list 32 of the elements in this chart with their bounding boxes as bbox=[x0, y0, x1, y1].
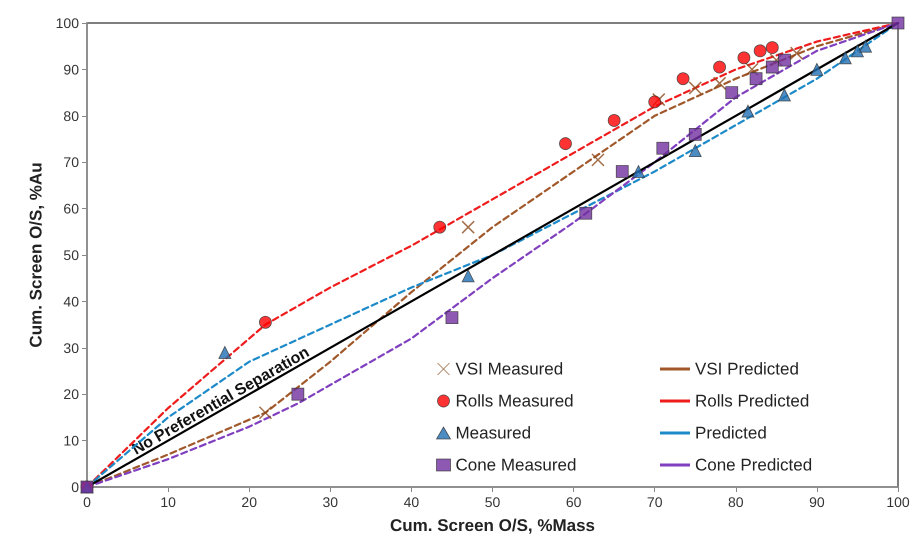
x-axis-title: Cum. Screen O/S, %Mass bbox=[390, 516, 596, 535]
x-tick-label: 30 bbox=[322, 494, 338, 510]
x-tick-label: 100 bbox=[886, 494, 910, 510]
legend-label: VSI Predicted bbox=[695, 360, 799, 378]
legend-label: Cone Predicted bbox=[695, 456, 812, 474]
y-tick-label: 80 bbox=[63, 108, 80, 124]
y-tick-label: 60 bbox=[63, 200, 80, 217]
legend-label: Cone Measured bbox=[456, 456, 576, 474]
x-tick-label: 90 bbox=[809, 494, 825, 510]
legend-label: Rolls Predicted bbox=[695, 392, 810, 410]
y-tick-label: 70 bbox=[63, 154, 80, 170]
y-tick-label: 50 bbox=[63, 247, 80, 263]
x-tick-label: 40 bbox=[404, 494, 420, 510]
legend-label: VSI Measured bbox=[456, 360, 564, 378]
x-tick-label: 50 bbox=[484, 494, 500, 510]
legend-label: Measured bbox=[456, 424, 532, 442]
x-tick-label: 20 bbox=[241, 494, 258, 510]
y-tick-label: 90 bbox=[63, 61, 80, 78]
y-axis-title: Cum. Screen O/S, %Au bbox=[26, 162, 46, 348]
y-tick-label: 10 bbox=[63, 432, 80, 449]
x-tick-label: 60 bbox=[566, 494, 582, 510]
y-tick-label: 20 bbox=[63, 386, 80, 402]
x-tick-label: 10 bbox=[160, 494, 176, 510]
x-tick-label: 80 bbox=[728, 494, 744, 510]
x-tick-label: 70 bbox=[646, 494, 663, 510]
legend-label: Predicted bbox=[695, 424, 767, 442]
y-tick-label: 0 bbox=[71, 479, 80, 495]
y-tick-label: 40 bbox=[63, 293, 80, 310]
y-tick-label: 100 bbox=[56, 15, 80, 31]
x-tick-label: 0 bbox=[83, 494, 92, 510]
y-tick-label: 30 bbox=[63, 340, 80, 356]
legend-label: Rolls Measured bbox=[456, 392, 574, 410]
